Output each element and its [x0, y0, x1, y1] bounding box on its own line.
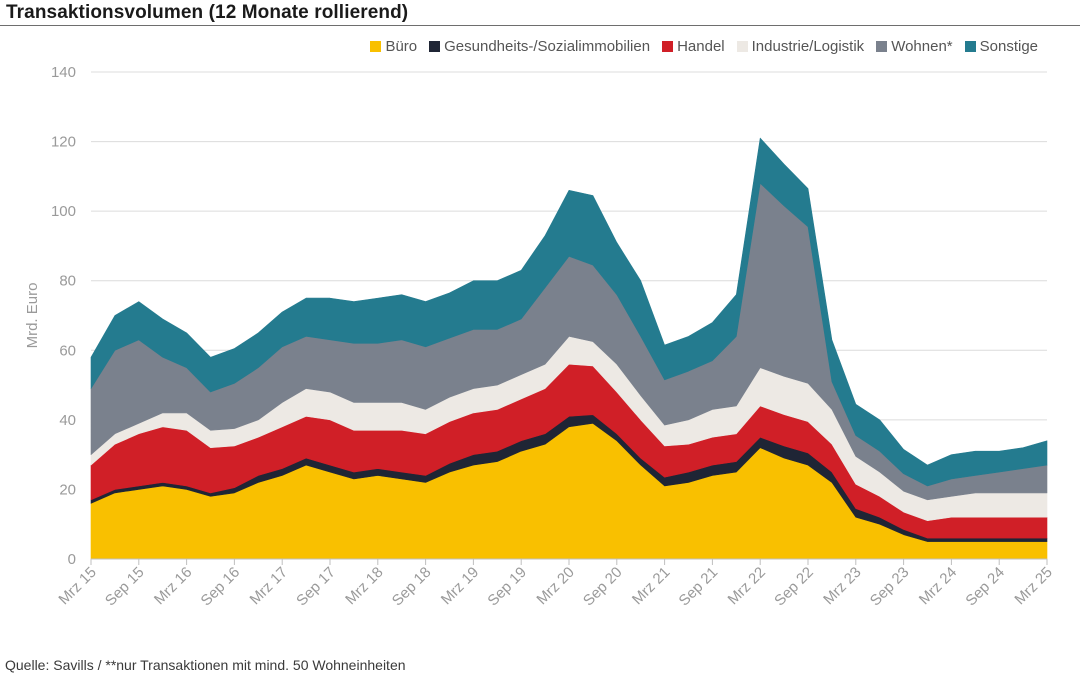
- y-tick-label-40: 40: [59, 412, 76, 429]
- x-tick-label-sep-19: Sep 19: [484, 564, 530, 610]
- legend-swatch-handel: [662, 41, 674, 52]
- x-tick-label-sep-20: Sep 20: [580, 564, 626, 610]
- x-tick-label-mrz-23: Mrz 23: [820, 564, 864, 608]
- source-note: Quelle: Savills / **nur Transaktionen mi…: [5, 657, 406, 673]
- title-divider: [0, 25, 1080, 26]
- legend-item-wohnen: Wohnen*: [876, 38, 953, 55]
- legend-item-b-ro: Büro: [370, 38, 417, 55]
- legend-item-gesundheits-sozialimmobilien: Gesundheits-/Sozialimmobilien: [429, 38, 650, 55]
- legend-swatch-b-ro: [370, 41, 382, 52]
- x-tick-label-mrz-16: Mrz 16: [151, 564, 195, 608]
- x-tick-label-mrz-21: Mrz 21: [629, 564, 673, 608]
- x-tick-label-mrz-22: Mrz 22: [725, 564, 769, 608]
- y-tick-label-80: 80: [59, 273, 76, 290]
- legend-swatch-wohnen: [876, 41, 888, 52]
- x-tick-label-sep-24: Sep 24: [962, 564, 1008, 610]
- x-tick-label-sep-15: Sep 15: [102, 564, 148, 610]
- legend-swatch-sonstige: [964, 41, 976, 52]
- x-tick-label-mrz-19: Mrz 19: [438, 564, 482, 608]
- x-tick-label-mrz-25: Mrz 25: [1011, 564, 1055, 608]
- legend-label-gesundheits-sozialimmobilien: Gesundheits-/Sozialimmobilien: [444, 38, 651, 55]
- chart-title: Transaktionsvolumen (12 Monate rollieren…: [6, 2, 409, 23]
- legend-item-sonstige: Sonstige: [964, 38, 1038, 55]
- legend-label-b-ro: Büro: [385, 38, 418, 55]
- chart-legend: Büro Gesundheits-/Sozialimmobilien Handel I…: [358, 38, 1038, 55]
- y-tick-label-20: 20: [59, 481, 76, 498]
- legend-label-handel: Handel: [677, 38, 725, 55]
- y-tick-label-60: 60: [59, 342, 76, 359]
- axes: [90, 558, 1048, 565]
- legend-swatch-industrie-logistik: [736, 41, 748, 52]
- area-sonstige: [90, 137, 1048, 487]
- legend-label-sonstige: Sonstige: [979, 38, 1038, 55]
- legend-label-wohnen: Wohnen*: [891, 38, 953, 55]
- x-tick-label-sep-18: Sep 18: [389, 564, 435, 610]
- area-series: [90, 137, 1048, 560]
- x-tick-label-sep-16: Sep 16: [198, 564, 244, 610]
- legend-swatch-gesundheits-sozialimmobilien: [429, 41, 441, 52]
- y-tick-label-100: 100: [51, 203, 76, 220]
- x-tick-label-mrz-24: Mrz 24: [916, 564, 960, 608]
- x-tick-label-sep-17: Sep 17: [293, 564, 339, 610]
- x-tick-label-mrz-20: Mrz 20: [533, 564, 577, 608]
- legend-item-handel: Handel: [662, 38, 725, 55]
- x-tick-label-sep-21: Sep 21: [676, 564, 722, 610]
- x-tick-label-sep-22: Sep 22: [771, 564, 817, 610]
- y-axis-title: Mrd. Euro: [24, 283, 41, 349]
- legend-label-industrie-logistik: Industrie/Logistik: [751, 38, 865, 55]
- x-tick-label-mrz-17: Mrz 17: [247, 564, 291, 608]
- x-tick-label-mrz-18: Mrz 18: [342, 564, 386, 608]
- x-tick-label-mrz-15: Mrz 15: [55, 564, 99, 608]
- legend-item-industrie-logistik: Industrie/Logistik: [736, 38, 865, 55]
- y-tick-label-120: 120: [51, 134, 76, 151]
- y-tick-label-140: 140: [51, 64, 76, 81]
- x-tick-label-sep-23: Sep 23: [867, 564, 913, 610]
- y-tick-label-0: 0: [68, 551, 76, 568]
